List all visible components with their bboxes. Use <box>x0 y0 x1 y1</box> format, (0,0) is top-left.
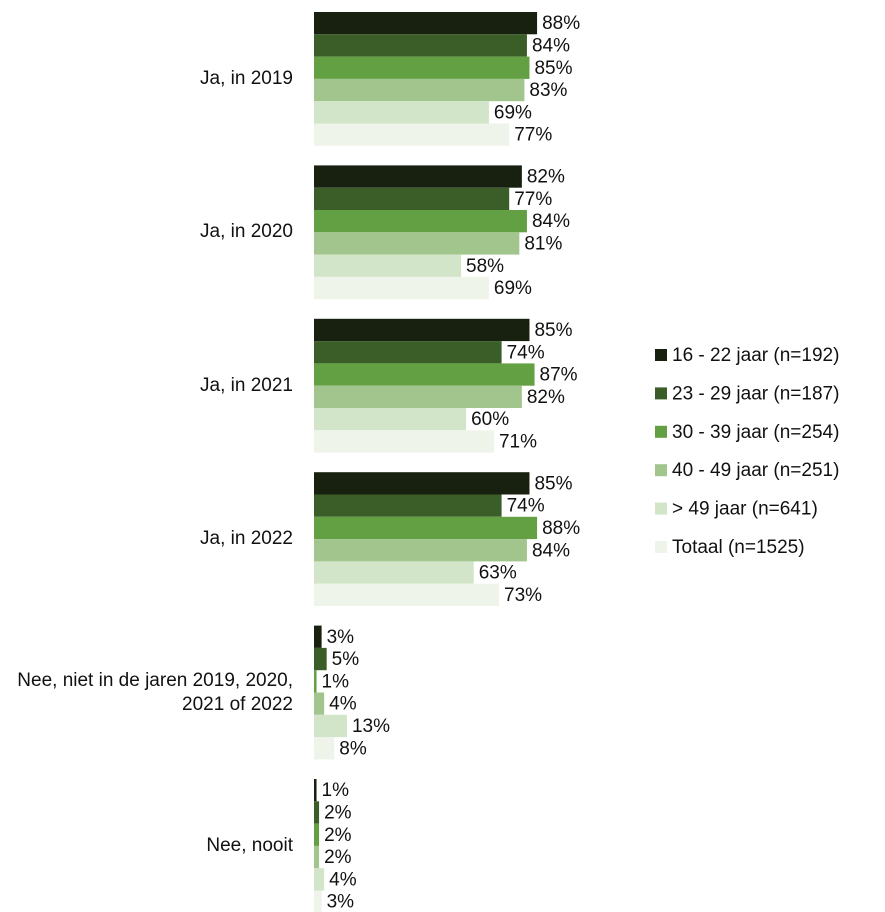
bar <box>314 472 530 495</box>
value-label: 4% <box>329 869 357 890</box>
value-label: 73% <box>504 585 542 606</box>
legend-label: 40 - 49 jaar (n=251) <box>672 460 839 481</box>
bar <box>314 430 494 453</box>
bar <box>314 78 525 102</box>
value-label: 2% <box>324 825 352 846</box>
value-label: 85% <box>534 320 572 341</box>
value-label: 88% <box>542 518 580 539</box>
value-label: 69% <box>494 102 532 123</box>
value-label: 63% <box>479 563 517 584</box>
legend-label: > 49 jaar (n=641) <box>672 499 818 520</box>
bar <box>314 647 327 671</box>
bar <box>314 494 502 517</box>
legend-swatch <box>655 541 667 553</box>
bar <box>314 714 347 738</box>
bar <box>314 123 510 146</box>
bar <box>314 187 510 210</box>
category-label: Nee, niet in de jaren 2019, 2020, 2021 o… <box>17 669 293 715</box>
value-label: 3% <box>327 892 355 912</box>
category-label: Ja, in 2020 <box>200 221 293 243</box>
legend-label: 30 - 39 jaar (n=254) <box>672 422 839 443</box>
category-label: Ja, in 2021 <box>200 374 293 396</box>
value-label: 74% <box>507 496 545 517</box>
value-label: 74% <box>507 342 545 363</box>
value-label: 4% <box>329 694 357 715</box>
value-label: 77% <box>514 125 552 146</box>
bar <box>314 34 527 57</box>
value-label: 83% <box>529 80 567 101</box>
bar <box>314 165 522 188</box>
value-label: 88% <box>542 13 580 34</box>
value-label: 84% <box>532 35 570 56</box>
value-label: 81% <box>524 233 562 254</box>
value-label: 77% <box>514 189 552 210</box>
bar <box>314 890 322 912</box>
value-label: 1% <box>322 671 350 692</box>
value-label: 3% <box>327 627 355 648</box>
bar <box>314 692 325 715</box>
value-label: 58% <box>466 256 504 277</box>
legend-swatch <box>655 502 667 515</box>
legend-label: 16 - 22 jaar (n=192) <box>672 345 839 366</box>
value-label: 1% <box>322 780 350 801</box>
bar <box>314 101 489 124</box>
bar <box>314 845 320 869</box>
bar <box>314 408 467 431</box>
category-label: Ja, in 2022 <box>200 528 293 550</box>
bar <box>314 12 538 35</box>
bar <box>314 670 317 693</box>
legend-swatch <box>655 425 667 438</box>
value-label: 5% <box>332 649 360 670</box>
bar <box>314 823 320 846</box>
category-label: Nee, nooit <box>206 834 293 856</box>
bar <box>314 363 535 386</box>
value-label: 13% <box>352 716 390 737</box>
bar <box>314 210 527 233</box>
bar <box>314 276 489 300</box>
bar <box>314 385 522 408</box>
bar <box>314 868 325 891</box>
bar <box>314 232 520 255</box>
value-label: 2% <box>324 847 352 868</box>
value-label: 82% <box>527 387 565 408</box>
bar <box>314 56 530 79</box>
value-label: 85% <box>534 473 572 494</box>
bar <box>314 801 320 824</box>
legend-label: Totaal (n=1525) <box>672 537 805 558</box>
bar <box>314 539 527 562</box>
bar <box>314 341 502 364</box>
legend-swatch <box>655 387 667 400</box>
bar <box>314 583 500 606</box>
value-label: 87% <box>540 365 578 386</box>
bar <box>314 779 317 802</box>
value-label: 71% <box>499 431 537 452</box>
value-label: 8% <box>339 738 367 759</box>
value-label: 82% <box>527 167 565 188</box>
bar <box>314 561 474 584</box>
bar <box>314 516 538 540</box>
value-label: 84% <box>532 540 570 561</box>
value-label: 85% <box>534 58 572 79</box>
value-label: 60% <box>471 409 509 430</box>
bar <box>314 254 462 277</box>
bar <box>314 625 322 648</box>
legend-label: 23 - 29 jaar (n=187) <box>672 383 839 404</box>
value-label: 69% <box>494 278 532 299</box>
legend-swatch <box>655 464 667 477</box>
category-label: Ja, in 2019 <box>200 67 293 89</box>
bar <box>314 318 530 342</box>
value-label: 84% <box>532 211 570 232</box>
value-label: 2% <box>324 802 352 823</box>
legend-swatch <box>655 349 667 361</box>
bar <box>314 737 335 760</box>
